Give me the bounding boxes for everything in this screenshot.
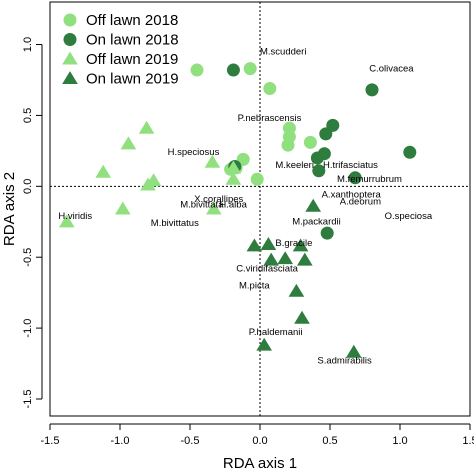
legend-label: On lawn 2018 bbox=[86, 32, 179, 49]
y-tick-label: -0.5 bbox=[22, 248, 34, 267]
point-off-lawn-2018 bbox=[282, 121, 296, 135]
point-on-lawn-2018 bbox=[348, 171, 362, 185]
point-on-lawn-2018 bbox=[403, 145, 417, 159]
legend-label: On lawn 2019 bbox=[86, 71, 179, 88]
point-off-lawn-2019 bbox=[145, 173, 162, 187]
point-off-lawn-2019 bbox=[204, 154, 221, 168]
x-tick-label: 1.5 bbox=[462, 435, 474, 447]
point-off-lawn-2019 bbox=[120, 136, 137, 150]
x-axis: -1.5 -1.0 -0.5 0.0 0.5 1.0 1.5 bbox=[41, 423, 474, 447]
species-label: O.speciosa bbox=[385, 211, 433, 222]
point-off-lawn-2018 bbox=[263, 81, 277, 95]
point-off-lawn-2019 bbox=[225, 160, 242, 174]
species-label: H.trifasciatus bbox=[323, 160, 378, 171]
point-on-lawn-2019 bbox=[292, 238, 309, 252]
point-off-lawn-2019 bbox=[138, 120, 155, 134]
point-on-lawn-2018 bbox=[320, 226, 334, 240]
x-axis-title: RDA axis 1 bbox=[223, 455, 297, 472]
point-off-lawn-2019 bbox=[225, 171, 242, 185]
point-on-lawn-2018 bbox=[312, 164, 326, 178]
point-off-lawn-2019 bbox=[95, 164, 112, 178]
point-on-lawn-2019 bbox=[263, 252, 280, 266]
species-label: C.olivacea bbox=[369, 63, 414, 74]
point-on-lawn-2019 bbox=[260, 237, 277, 251]
x-tick-label: 1.0 bbox=[392, 435, 407, 447]
legend-marker bbox=[62, 51, 78, 65]
point-on-lawn-2019 bbox=[277, 251, 294, 265]
species-label: A.xanthoptera bbox=[322, 190, 382, 201]
point-on-lawn-2018 bbox=[310, 151, 324, 165]
point-off-lawn-2018 bbox=[303, 135, 317, 149]
x-tick-label: 0.5 bbox=[322, 435, 337, 447]
legend: Off lawn 2018 On lawn 2018 Off lawn 2019 On… bbox=[62, 12, 179, 88]
data-points bbox=[58, 62, 417, 358]
legend-label: Off lawn 2019 bbox=[86, 51, 178, 68]
species-label: X.corallipes bbox=[194, 194, 243, 205]
species-label: M.packardii bbox=[292, 217, 341, 228]
species-label: H.speciosus bbox=[168, 147, 220, 158]
species-labels: M.scudderi C.olivacea P.nebrascensis H.spec… bbox=[58, 46, 432, 366]
point-off-lawn-2019 bbox=[114, 201, 131, 215]
legend-label: Off lawn 2018 bbox=[86, 12, 178, 29]
species-label: B.gracile bbox=[275, 238, 312, 249]
point-on-lawn-2019 bbox=[256, 337, 273, 351]
point-off-lawn-2019 bbox=[205, 201, 222, 215]
point-on-lawn-2019 bbox=[294, 310, 310, 324]
species-label: P.nebrascensis bbox=[238, 113, 302, 124]
legend-item: Off lawn 2018 bbox=[63, 12, 178, 29]
legend-item: On lawn 2018 bbox=[63, 32, 179, 49]
point-on-lawn-2018 bbox=[365, 83, 379, 97]
point-on-lawn-2019 bbox=[288, 283, 305, 297]
species-label: A.deorum bbox=[340, 197, 381, 208]
point-on-lawn-2019 bbox=[296, 252, 313, 266]
y-axis: -1.5 -1.0 -0.5 0.0 0.5 1.0 bbox=[22, 37, 43, 409]
x-tick-label: -1.5 bbox=[41, 435, 60, 447]
point-off-lawn-2018 bbox=[190, 63, 204, 77]
legend-marker bbox=[62, 71, 78, 85]
x-tick-label: -0.5 bbox=[181, 435, 200, 447]
y-axis-title: RDA axis 2 bbox=[1, 172, 18, 246]
species-label: C.viridifasciata bbox=[236, 263, 298, 274]
point-on-lawn-2019 bbox=[305, 198, 322, 212]
point-on-lawn-2019 bbox=[246, 238, 263, 252]
species-label: M.picta bbox=[239, 280, 270, 291]
legend-marker bbox=[63, 13, 77, 27]
x-tick-label: 0.0 bbox=[252, 435, 267, 447]
y-tick-label: 0.0 bbox=[22, 179, 34, 194]
x-tick-label: -1.0 bbox=[111, 435, 130, 447]
species-label: M.femurrubrum bbox=[337, 174, 402, 185]
point-on-lawn-2019 bbox=[345, 344, 362, 358]
point-off-lawn-2018 bbox=[250, 172, 264, 186]
species-label: M.keeleri bbox=[275, 160, 314, 171]
species-label: M.bivittata bbox=[180, 200, 224, 211]
y-tick-label: 1.0 bbox=[22, 37, 34, 52]
legend-item: Off lawn 2019 bbox=[62, 51, 178, 68]
species-label: P.haldemanii bbox=[249, 327, 303, 338]
point-on-lawn-2018 bbox=[226, 63, 240, 77]
y-tick-label: 0.5 bbox=[22, 108, 34, 123]
species-label: S.admirabilis bbox=[317, 356, 372, 367]
point-off-lawn-2018 bbox=[243, 62, 257, 76]
y-tick-label: -1.5 bbox=[22, 390, 34, 409]
point-on-lawn-2018 bbox=[326, 118, 340, 132]
legend-item: On lawn 2019 bbox=[62, 71, 179, 88]
species-label: M.bivittatus bbox=[151, 218, 199, 229]
species-label: M.scudderi bbox=[260, 46, 306, 57]
point-off-lawn-2019 bbox=[58, 214, 75, 228]
species-label: H.viridis bbox=[58, 211, 92, 222]
legend-marker bbox=[63, 33, 77, 46]
y-tick-label: -1.0 bbox=[22, 319, 34, 338]
species-label: H.alba bbox=[219, 200, 247, 211]
